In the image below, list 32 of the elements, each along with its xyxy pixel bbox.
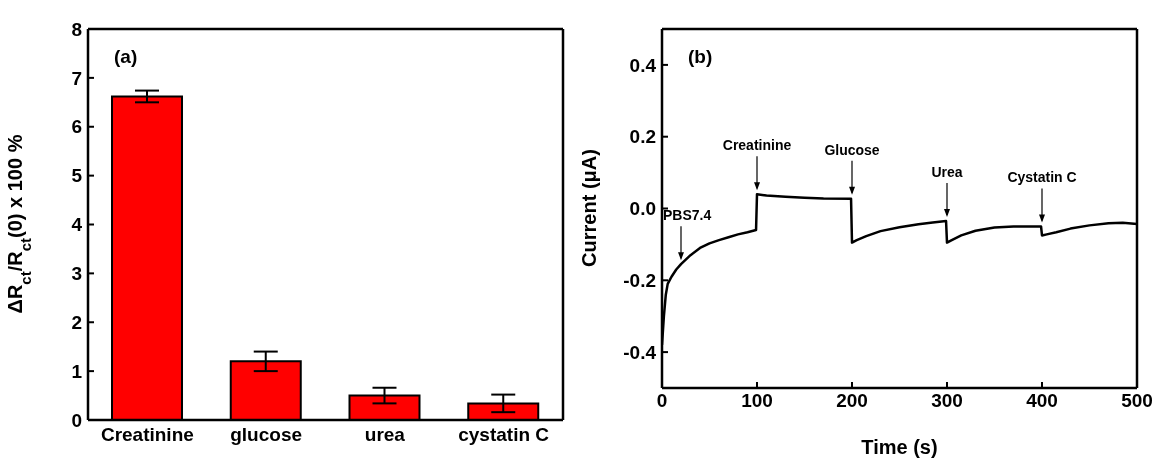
annotation: Creatinine: [722, 137, 792, 154]
x-tick-label: Creatinine: [100, 424, 194, 446]
x-tick-label: glucose: [230, 424, 303, 446]
y-tick-label: 0.0: [629, 198, 656, 220]
annotation: Glucose: [824, 141, 880, 158]
y-tick-label: 4: [71, 214, 83, 236]
annotation: PBS7.4: [663, 207, 712, 224]
x-tick-label: 300: [931, 390, 963, 412]
x-tick-label: urea: [364, 424, 406, 446]
y-tick-label: 5: [71, 165, 83, 187]
y-tick-label: 0.2: [629, 126, 656, 148]
annotation: (a): [114, 46, 138, 68]
x-tick-label: 400: [1026, 390, 1058, 412]
annotation: (b): [688, 46, 713, 68]
y-tick-label: 3: [71, 263, 82, 285]
y-tick-label: 0: [71, 409, 82, 431]
y-tick-label: 0.4: [629, 54, 657, 76]
x-tick-label: 500: [1121, 390, 1153, 412]
x-tick-label: 200: [836, 390, 868, 412]
annotation: Urea: [931, 164, 963, 181]
y-tick-label: 2: [71, 311, 82, 333]
annotation: Cystatin C: [1007, 169, 1077, 186]
y-tick-label: 7: [71, 67, 82, 89]
y-tick-label: -0.2: [623, 270, 656, 292]
y-tick-label: 8: [71, 18, 82, 40]
y-tick-label: 6: [71, 116, 82, 138]
x-tick-label: cystatin C: [458, 424, 550, 446]
x-axis-title: Time (s): [861, 436, 938, 458]
y-tick-label: 1: [71, 360, 83, 382]
y-tick-label: -0.4: [623, 341, 657, 363]
x-tick-label: 100: [741, 390, 773, 412]
y-axis-title: Current (μA): [578, 149, 600, 267]
